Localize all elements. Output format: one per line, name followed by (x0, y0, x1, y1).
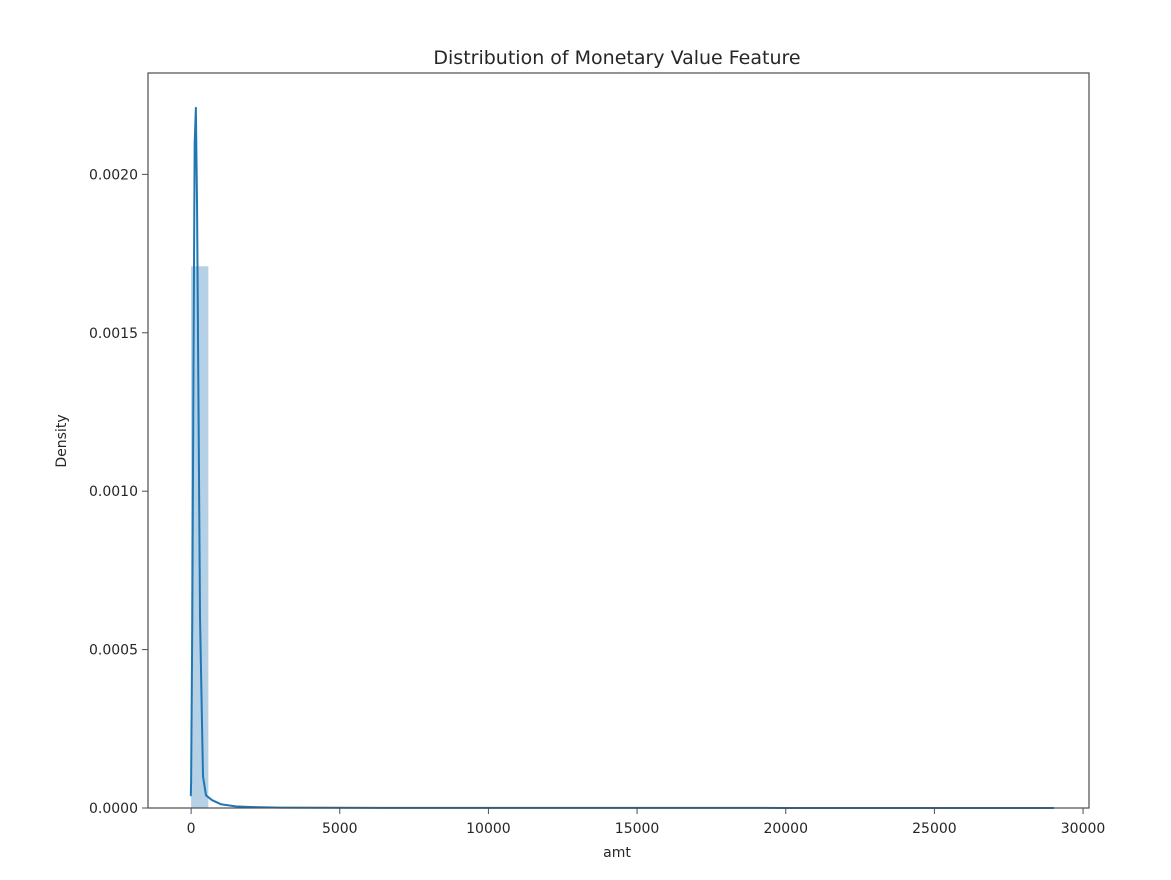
x-tick-label-1: 5000 (322, 821, 358, 837)
x-tick-label-4: 20000 (763, 821, 808, 837)
plot-area (147, 72, 1090, 809)
x-axis-label: amt (603, 845, 631, 861)
y-tick-label-2: 0.0010 (89, 484, 138, 500)
x-tick-label-6: 30000 (1061, 821, 1106, 837)
y-tick-label-3: 0.0015 (89, 326, 138, 342)
y-tick-label-0: 0.0000 (89, 801, 138, 817)
x-axis: 0 5000 10000 15000 20000 25000 30000 (187, 808, 1106, 837)
x-tick-label-5: 25000 (912, 821, 957, 837)
y-axis: 0.0000 0.0005 0.0010 0.0015 0.0020 (89, 167, 148, 817)
plot-frame (147, 72, 1090, 809)
x-tick-label-3: 15000 (615, 821, 660, 837)
y-tick-label-4: 0.0020 (89, 167, 138, 183)
y-axis-label: Density (54, 414, 70, 467)
y-tick-label-1: 0.0005 (89, 643, 138, 659)
chart-title: Distribution of Monetary Value Feature (433, 47, 800, 69)
plot-background (148, 73, 1089, 808)
x-tick-label-2: 10000 (466, 821, 511, 837)
x-tick-label-0: 0 (187, 821, 196, 837)
